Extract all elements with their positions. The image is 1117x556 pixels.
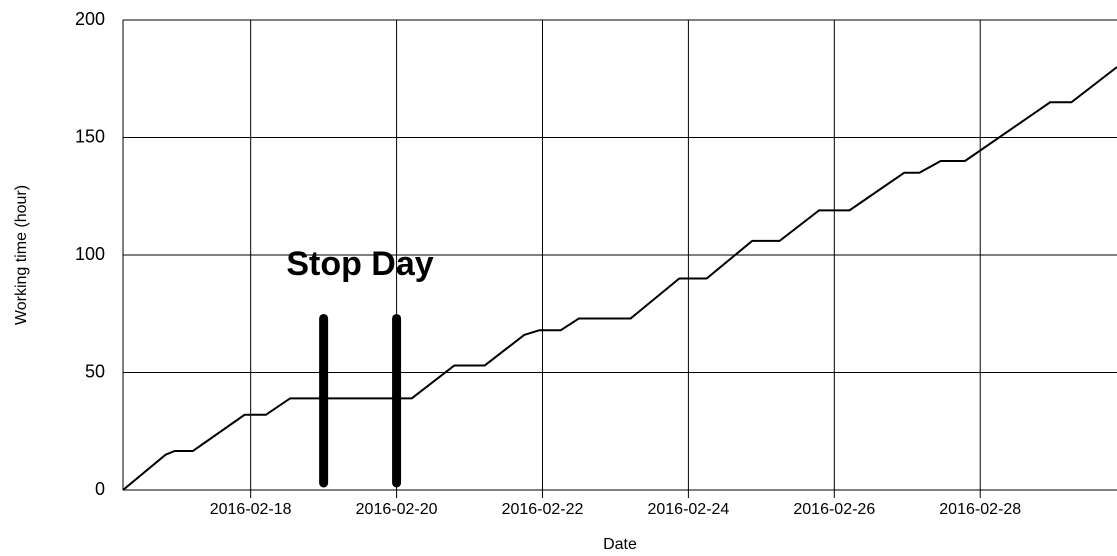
y-tick-label: 150: [75, 126, 105, 146]
y-tick-label: 200: [75, 9, 105, 29]
x-tick-label: 2016-02-26: [793, 501, 875, 518]
x-tick-label: 2016-02-28: [939, 501, 1021, 518]
x-tick-label: 2016-02-22: [502, 501, 584, 518]
line-series: [122, 66, 1117, 491]
x-tick-label: 2016-02-24: [647, 501, 729, 518]
y-tick-label: 100: [75, 244, 105, 264]
y-tick-label: 0: [95, 479, 105, 499]
y-axis-label: Working time (hour): [13, 185, 30, 325]
annotation: Stop Day: [286, 245, 433, 283]
x-axis-label: Date: [603, 536, 637, 553]
x-tick-label: 2016-02-20: [356, 501, 438, 518]
x-tick-label: 2016-02-18: [210, 501, 292, 518]
y-tick-label: 50: [85, 361, 105, 381]
